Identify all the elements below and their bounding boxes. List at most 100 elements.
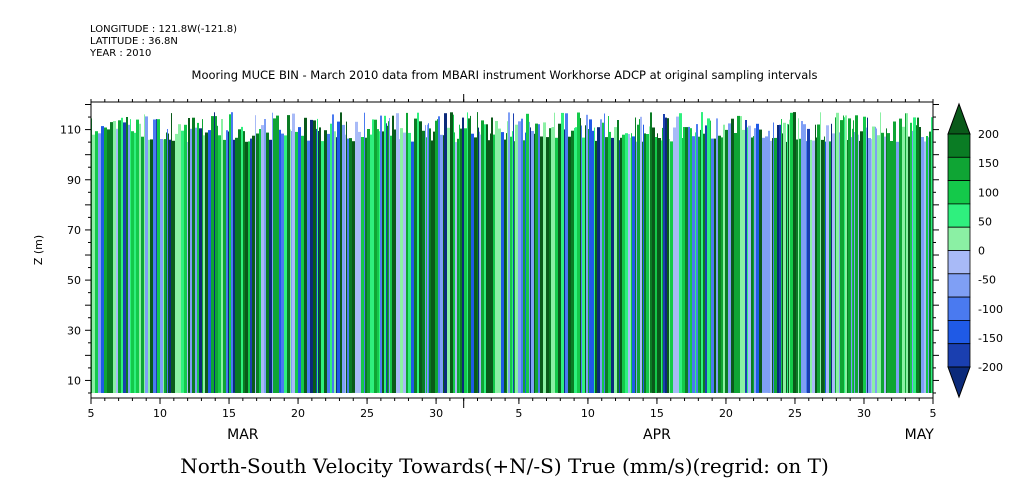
velocity-stripe [731, 118, 734, 393]
velocity-stripe [327, 133, 330, 393]
velocity-stripe [718, 135, 721, 393]
velocity-stripe [586, 114, 588, 394]
velocity-stripe [321, 141, 324, 393]
velocity-stripe [812, 140, 815, 393]
velocity-stripe [284, 135, 287, 393]
velocity-stripe [515, 124, 518, 393]
velocity-stripe [203, 135, 205, 394]
velocity-stripe [387, 125, 388, 394]
velocity-stripe [540, 136, 543, 393]
velocity-stripe [921, 137, 924, 393]
velocity-stripe [464, 128, 467, 394]
velocity-stripe [313, 120, 316, 394]
velocity-stripe [886, 128, 887, 393]
velocity-stripe [646, 134, 649, 393]
velocity-stripe [609, 131, 611, 393]
velocity-stripe [779, 124, 781, 394]
velocity-stripe [468, 118, 470, 394]
velocity-stripe [148, 139, 150, 393]
colorbar-swatch [947, 273, 971, 298]
velocity-stripe [893, 121, 896, 393]
velocity-stripe [455, 142, 457, 393]
velocity-stripe [619, 140, 620, 393]
velocity-stripe [906, 113, 908, 393]
velocity-stripe [101, 126, 104, 393]
y-tick-label: 30 [67, 324, 81, 337]
velocity-stripe [307, 140, 310, 393]
velocity-stripe [273, 118, 276, 394]
velocity-stripe [107, 129, 110, 393]
velocity-stripe [875, 126, 876, 394]
velocity-stripe [104, 127, 107, 393]
velocity-stripe [777, 125, 779, 393]
velocity-stripe [243, 131, 245, 393]
velocity-stripe [632, 136, 635, 393]
x-tick-label: 30 [857, 407, 871, 420]
velocity-stripe [558, 123, 561, 393]
velocity-stripe [167, 129, 168, 393]
velocity-stripe [347, 138, 349, 393]
velocity-stripe [912, 130, 913, 393]
velocity-stripe [695, 132, 696, 393]
velocity-stripe [292, 113, 295, 393]
velocity-stripe [679, 113, 682, 393]
velocity-stripe [324, 130, 327, 393]
velocity-stripe [924, 141, 926, 393]
velocity-stripe [495, 121, 498, 393]
colorbar-extend-top [947, 102, 971, 135]
velocity-stripe [355, 121, 358, 394]
velocity-stripe [310, 119, 313, 394]
velocity-stripe [669, 139, 670, 393]
velocity-stripe [486, 124, 488, 394]
velocity-stripe [815, 124, 816, 393]
velocity-stripe [457, 138, 459, 393]
velocity-stripe [745, 120, 747, 393]
velocity-stripe [334, 131, 336, 394]
velocity-stripe [130, 119, 131, 393]
month-label: MAY [905, 427, 935, 443]
velocity-stripe [768, 130, 770, 394]
velocity-stripe [628, 134, 630, 393]
velocity-stripe [374, 119, 377, 393]
velocity-stripe [600, 119, 602, 394]
velocity-stripe [555, 137, 558, 393]
velocity-stripe [392, 115, 394, 393]
velocity-stripe [868, 138, 871, 393]
velocity-stripe [471, 133, 474, 393]
velocity-stripe [685, 127, 688, 393]
velocity-stripe [399, 139, 400, 393]
velocity-stripe [217, 125, 218, 394]
velocity-stripe [754, 128, 756, 393]
velocity-stripe [123, 122, 126, 394]
velocity-stripe [141, 136, 144, 393]
velocity-stripe [479, 131, 480, 393]
velocity-stripe [361, 137, 364, 393]
colorbar-swatch [947, 343, 971, 368]
velocity-stripe [340, 112, 342, 394]
velocity-stripe [588, 129, 589, 393]
colorbar-label: 150 [978, 157, 999, 170]
velocity-stripe [168, 133, 169, 393]
velocity-stripe [753, 136, 754, 393]
velocity-stripe [525, 132, 526, 393]
colorbar-label: -100 [978, 303, 1003, 316]
velocity-stripe [844, 117, 845, 393]
velocity-stripe [592, 130, 594, 394]
velocity-stripe [774, 137, 777, 393]
velocity-stripe [622, 134, 625, 393]
velocity-stripe [134, 132, 136, 394]
velocity-stripe [290, 129, 291, 393]
velocity-stripe [799, 138, 801, 393]
latitude-label: LATITUDE : 36.8N [90, 36, 178, 47]
figure-caption: North-South Velocity Towards(+N/-S) True… [180, 454, 829, 478]
velocity-stripe [504, 139, 506, 393]
velocity-stripe [231, 112, 233, 393]
velocity-stripe [644, 133, 646, 393]
velocity-stripe [880, 112, 881, 394]
velocity-stripe [261, 125, 264, 393]
colorbar-swatch [947, 180, 971, 205]
x-tick-label: 5 [930, 407, 937, 420]
velocity-stripe [160, 139, 163, 393]
velocity-stripe [585, 125, 586, 393]
velocity-stripe [637, 124, 639, 393]
